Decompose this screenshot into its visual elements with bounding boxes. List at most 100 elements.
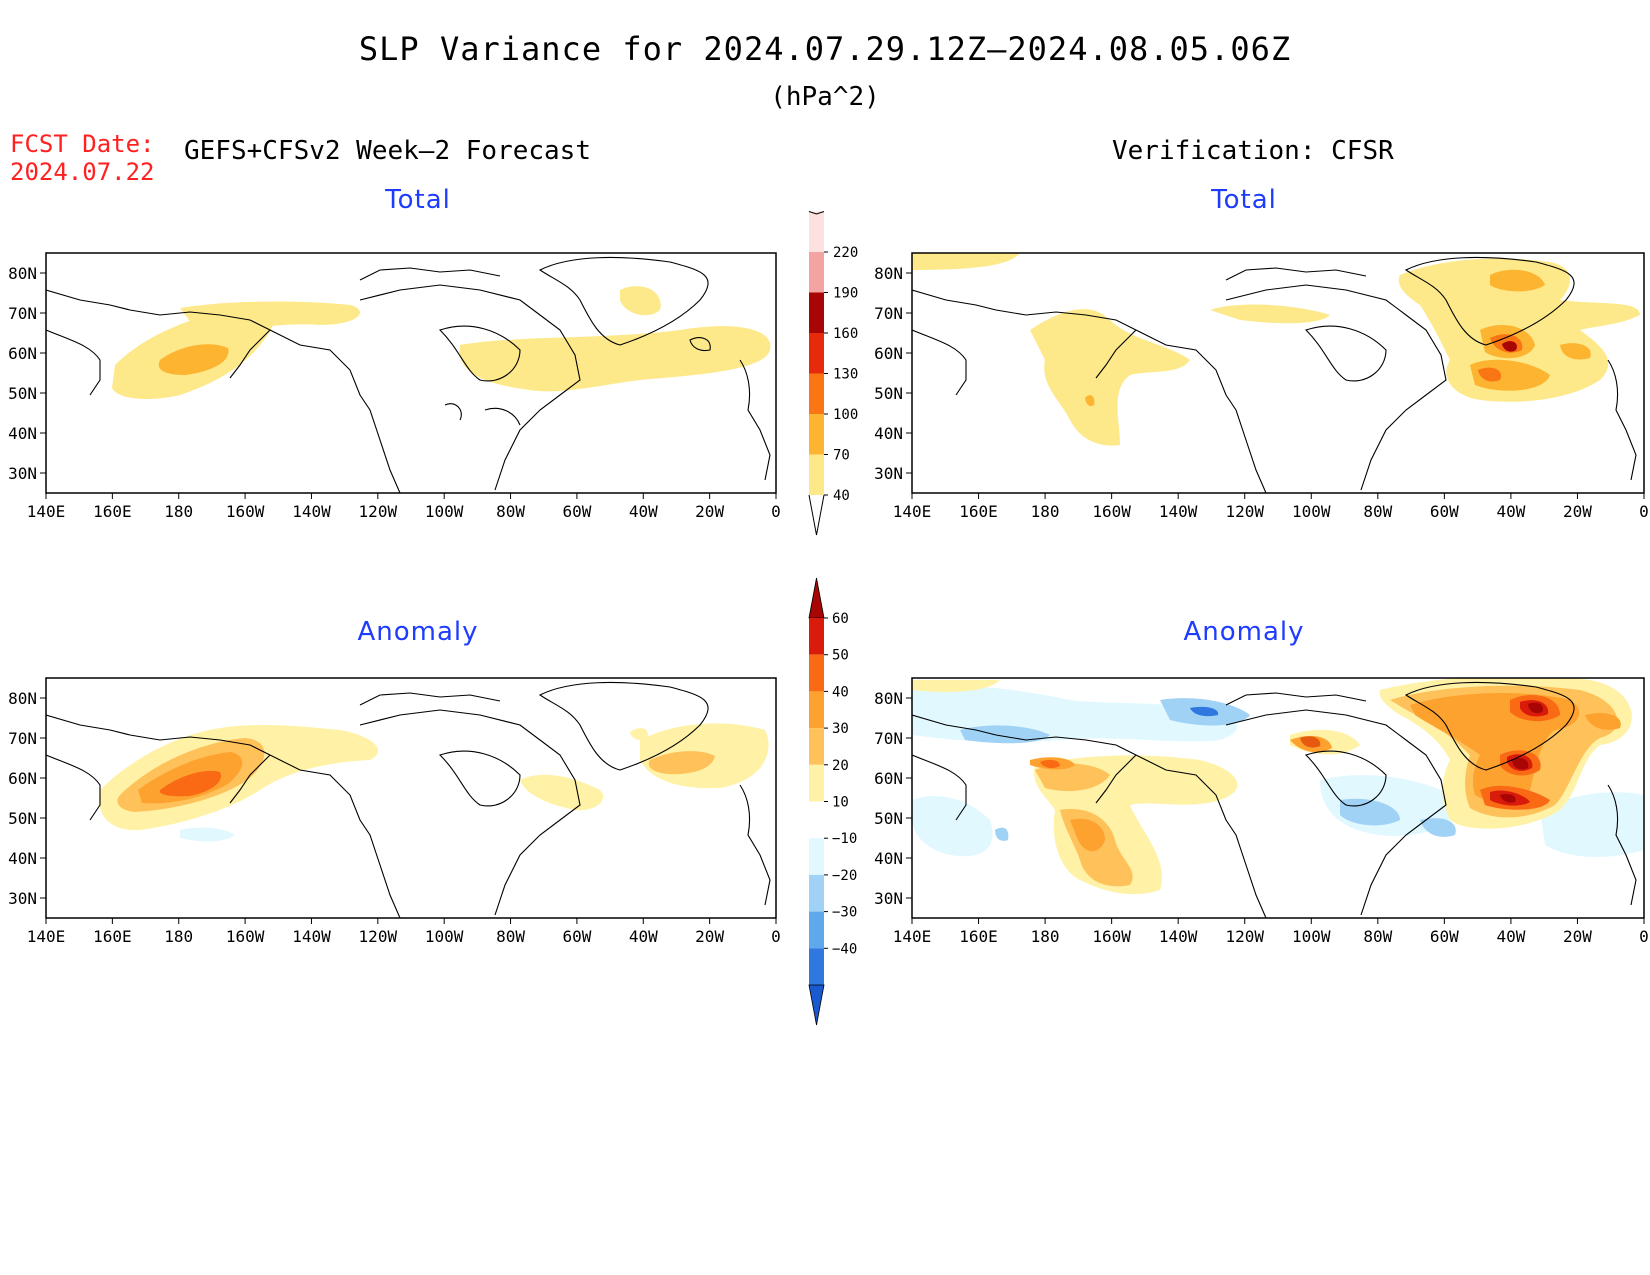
colorbar-anomaly-label: 20 xyxy=(832,758,849,774)
map-panel-verification-total: 80N 70N 60N 50N 40N 30N 140E 160E 180 160W 140W 120… xyxy=(874,252,1649,521)
colorbar-anomaly-label: 40 xyxy=(832,684,849,700)
lon-tick-label: 20W xyxy=(1563,502,1592,521)
lon-tick-label: 120W xyxy=(359,927,398,946)
colorbar-total-top-arrow xyxy=(808,211,825,215)
colorbar-total-label: 130 xyxy=(833,367,858,383)
verification-heading: Verification: CFSR xyxy=(1112,136,1394,166)
colorbar-anomaly-label: −30 xyxy=(832,905,857,921)
colorbar-total-label: 190 xyxy=(833,286,858,302)
colorbar-anomaly-swatch xyxy=(809,838,824,875)
colorbar-total-label: 160 xyxy=(833,326,858,342)
axes-verification-anomaly: 80N 70N 60N 50N 40N 30N 140E 160E 180 160W 140W 120… xyxy=(874,689,1649,946)
coastlines-verification-anomaly xyxy=(912,681,1637,918)
colorbar-total-swatch xyxy=(809,454,824,495)
lat-tick-label: 60N xyxy=(874,344,903,363)
colorbar-total-swatch xyxy=(809,252,824,293)
colorbar-anomaly-label: 10 xyxy=(832,795,849,811)
colorbar-anomaly-label: −40 xyxy=(832,941,857,957)
panel-title-forecast-total: Total xyxy=(385,185,451,215)
lat-tick-label: 50N xyxy=(8,809,37,828)
colorbar-anomaly-swatch xyxy=(809,948,824,985)
lon-tick-label: 180 xyxy=(1031,502,1060,521)
lat-tick-label: 40N xyxy=(8,424,37,443)
fcst-date-label: FCST Date: xyxy=(10,130,155,158)
lon-tick-label: 140W xyxy=(292,927,331,946)
lon-tick-label: 160E xyxy=(93,502,132,521)
coastlines-forecast-total xyxy=(46,256,771,493)
lon-tick-label: 80W xyxy=(1363,927,1392,946)
colorbar-total: 40 70 100 130 160 190 220 xyxy=(808,211,858,536)
colorbar-total-swatch xyxy=(809,211,824,252)
lon-tick-label: 160W xyxy=(226,502,265,521)
colorbar-total-swatch xyxy=(809,373,824,414)
map-panel-forecast-total: 80N 70N 60N 50N 40N 30N 140E 160E 180 160W 140W 120… xyxy=(8,252,781,521)
colorbar-anomaly-label: −20 xyxy=(832,868,857,884)
lon-tick-label: 20W xyxy=(695,927,724,946)
coastlines-verification-total xyxy=(912,256,1637,493)
lat-tick-label: 40N xyxy=(8,849,37,868)
colorbar-anomaly-swatch xyxy=(809,874,824,912)
map-panel-verification-anomaly: 80N 70N 60N 50N 40N 30N 140E 160E 180 160W 140W 120… xyxy=(874,677,1649,946)
lon-tick-label: 140W xyxy=(1159,502,1198,521)
lat-tick-label: 60N xyxy=(8,769,37,788)
lon-tick-label: 160E xyxy=(93,927,132,946)
lon-tick-label: 0 xyxy=(771,927,781,946)
map-panel-forecast-anomaly: 80N 70N 60N 50N 40N 30N 140E 160E 180 160W 140W 120… xyxy=(8,677,781,946)
lon-tick-label: 140E xyxy=(27,502,66,521)
colorbar-anomaly-label: 50 xyxy=(832,648,849,664)
lat-tick-label: 80N xyxy=(874,264,903,283)
lon-tick-label: 100W xyxy=(1292,927,1331,946)
colorbar-anomaly-bottom-arrow xyxy=(808,984,825,1026)
units-label: (hPa^2) xyxy=(770,82,880,112)
lon-tick-label: 100W xyxy=(1292,502,1331,521)
lat-tick-label: 60N xyxy=(874,769,903,788)
lon-tick-label: 100W xyxy=(425,502,464,521)
lon-tick-label: 60W xyxy=(562,502,591,521)
panel-title-verification-total: Total xyxy=(1211,185,1277,215)
lat-tick-label: 70N xyxy=(8,729,37,748)
colorbar-anomaly-swatch xyxy=(809,728,824,765)
frame-forecast-anomaly xyxy=(45,677,777,919)
lat-tick-label: 70N xyxy=(874,729,903,748)
colorbar-anomaly-swatch xyxy=(809,618,824,655)
lon-tick-label: 120W xyxy=(1225,502,1264,521)
colorbar-anomaly-swatch xyxy=(809,764,824,802)
lon-tick-label: 180 xyxy=(1031,927,1060,946)
lon-tick-label: 20W xyxy=(1563,927,1592,946)
lon-tick-label: 140E xyxy=(27,927,66,946)
lon-tick-label: 160W xyxy=(1092,502,1131,521)
forecast-heading: GEFS+CFSv2 Week–2 Forecast xyxy=(184,136,591,166)
lon-tick-label: 20W xyxy=(695,502,724,521)
colorbar-anomaly-label: 60 xyxy=(832,611,849,627)
lon-tick-label: 80W xyxy=(496,502,525,521)
lon-tick-label: 160W xyxy=(226,927,265,946)
colorbar-anomaly: 60 50 40 30 20 10 −10 −20 −30 −40 xyxy=(808,577,857,1026)
lon-tick-label: 180 xyxy=(164,502,193,521)
lat-tick-label: 60N xyxy=(8,344,37,363)
lon-tick-label: 140E xyxy=(893,927,932,946)
colorbar-total-label: 220 xyxy=(833,245,858,261)
frame-verification-total xyxy=(911,252,1645,494)
axes-forecast-anomaly: 80N 70N 60N 50N 40N 30N 140E 160E 180 160W 140W 120… xyxy=(8,689,781,946)
colorbar-anomaly-swatch xyxy=(809,911,824,949)
colorbar-anomaly-label: 30 xyxy=(832,721,849,737)
fcst-date-value: 2024.07.22 xyxy=(10,158,155,186)
coastlines-forecast-anomaly xyxy=(46,681,771,918)
lat-tick-label: 80N xyxy=(8,264,37,283)
colorbar-total-swatch xyxy=(809,333,824,374)
lon-tick-label: 140E xyxy=(893,502,932,521)
lat-tick-label: 50N xyxy=(8,384,37,403)
lon-tick-label: 60W xyxy=(562,927,591,946)
lat-tick-label: 80N xyxy=(874,689,903,708)
chart-title: SLP Variance for 2024.07.29.12Z–2024.08.… xyxy=(358,30,1292,68)
lat-tick-label: 70N xyxy=(8,304,37,323)
shading-verification-total xyxy=(912,253,1640,446)
lon-tick-label: 0 xyxy=(1639,502,1649,521)
lon-tick-label: 60W xyxy=(1430,927,1459,946)
lat-tick-label: 30N xyxy=(874,889,903,908)
colorbar-total-swatch xyxy=(809,292,824,333)
shading-forecast-anomaly xyxy=(99,723,769,842)
lon-tick-label: 140W xyxy=(1159,927,1198,946)
colorbar-anomaly-swatch xyxy=(809,654,824,692)
